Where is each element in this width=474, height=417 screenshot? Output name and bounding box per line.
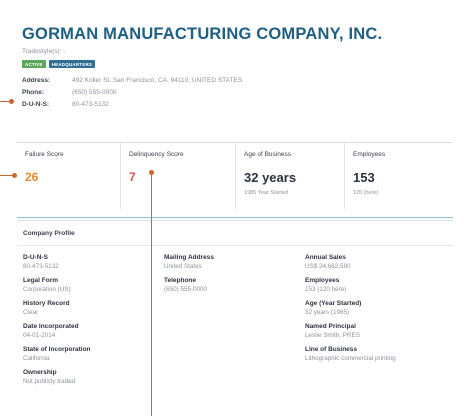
metric-delinquency-score: Delinquency Score 7 xyxy=(121,143,236,209)
phone-label: Phone: xyxy=(22,89,45,96)
delinquency-score-value: 7 xyxy=(129,170,136,184)
profile-field-line-of-business: Line of Business Lithographic commercial… xyxy=(305,345,396,363)
field-value: US$ 24,662,580 xyxy=(305,263,351,270)
tradestyles: Tradestyle(s): - xyxy=(22,48,66,55)
age-of-business-value: 32 years xyxy=(244,170,297,185)
field-value: 32 years (1985) xyxy=(305,309,350,316)
company-profile-title: Company Profile xyxy=(23,230,75,237)
callout-line-duns xyxy=(0,101,11,102)
profile-field-mailing-address: Mailing Address United States xyxy=(164,253,214,271)
metric-label: Employees xyxy=(353,151,386,158)
company-profile-panel: Company Profile D-U-N-S 80-473-5132 Lega… xyxy=(17,220,453,417)
address-value: 492 Koller St, San Francisco, CA, 94110,… xyxy=(72,77,243,84)
field-value: (650) 555-0000 xyxy=(164,286,208,293)
profile-column-1: D-U-N-S 80-473-5132 Legal Form Corporati… xyxy=(23,253,91,391)
year-started: 1985 Year Started xyxy=(244,190,289,196)
field-label: Employees xyxy=(305,277,340,284)
profile-field-history-record: History Record Clear xyxy=(23,299,91,317)
field-label: Line of Business xyxy=(305,346,358,353)
field-value: Leslie Smith, PRES xyxy=(305,332,360,339)
headquarters-badge: HEADQUARTERS xyxy=(48,60,96,68)
field-value: Lithographic commercial printing xyxy=(305,355,396,362)
status-badges: ACTIVE HEADQUARTERS xyxy=(22,60,96,68)
metric-failure-score: Failure Score 26 xyxy=(17,143,121,209)
profile-field-date-incorporated: Date Incorporated 04-01-2014 xyxy=(23,322,91,340)
metric-label: Delinquency Score xyxy=(129,151,184,158)
field-value: California xyxy=(23,355,50,362)
profile-field-annual-sales: Annual Sales US$ 24,662,580 xyxy=(305,253,396,271)
field-value: 153 (120 here) xyxy=(305,286,347,293)
field-label: History Record xyxy=(23,300,70,307)
field-label: Telephone xyxy=(164,277,197,284)
callout-line-delinquency xyxy=(151,172,152,416)
callout-line-failure xyxy=(0,175,14,176)
field-value: Not publicly traded xyxy=(23,378,76,385)
field-label: D-U-N-S xyxy=(23,254,48,261)
profile-field-age: Age (Year Started) 32 years (1985) xyxy=(305,299,396,317)
field-label: State of Incorporation xyxy=(23,346,91,353)
field-value: Corporation (US) xyxy=(23,286,71,293)
field-value: 80-473-5132 xyxy=(23,263,59,270)
metric-age-of-business: Age of Business 32 years 1985 Year Start… xyxy=(236,143,345,209)
field-value: Clear xyxy=(23,309,39,316)
address-row: Address: 492 Koller St, San Francisco, C… xyxy=(22,77,242,84)
profile-field-ownership: Ownership Not publicly traded xyxy=(23,368,91,386)
field-label: Date Incorporated xyxy=(23,323,79,330)
callout-dot-failure xyxy=(12,173,17,178)
employees-here: 120 (here) xyxy=(353,190,379,196)
duns-label: D-U-N-S: xyxy=(22,101,50,108)
field-label: Named Principal xyxy=(305,323,356,330)
duns-row: D-U-N-S: 80-473-5132 xyxy=(22,101,109,108)
company-name: GORMAN MANUFACTURING COMPANY, INC. xyxy=(22,25,383,43)
address-label: Address: xyxy=(22,77,51,84)
field-label: Age (Year Started) xyxy=(305,300,362,307)
field-label: Ownership xyxy=(23,369,57,376)
duns-value: 80-473-5132 xyxy=(72,101,109,108)
profile-field-state-of-incorporation: State of Incorporation California xyxy=(23,345,91,363)
employees-value: 153 xyxy=(353,170,375,185)
field-value: 04-01-2014 xyxy=(23,332,56,339)
phone-row: Phone: (650) 555-0000 xyxy=(22,89,116,96)
metric-employees: Employees 153 120 (here) xyxy=(345,143,453,209)
field-label: Legal Form xyxy=(23,277,59,284)
field-label: Mailing Address xyxy=(164,254,214,261)
profile-field-legal-form: Legal Form Corporation (US) xyxy=(23,276,91,294)
failure-score-value: 26 xyxy=(25,170,39,184)
phone-value: (650) 555-0000 xyxy=(72,89,117,96)
callout-dot-duns xyxy=(9,99,14,104)
profile-field-named-principal: Named Principal Leslie Smith, PRES xyxy=(305,322,396,340)
callout-dot-delinquency xyxy=(149,170,154,175)
profile-field-telephone: Telephone (650) 555-0000 xyxy=(164,276,214,294)
divider xyxy=(17,245,453,246)
metric-label: Failure Score xyxy=(25,151,64,158)
profile-field-duns: D-U-N-S 80-473-5132 xyxy=(23,253,91,271)
score-summary-card: Failure Score 26 Delinquency Score 7 Age… xyxy=(17,142,453,218)
metric-label: Age of Business xyxy=(244,151,291,158)
profile-column-3: Annual Sales US$ 24,662,580 Employees 15… xyxy=(305,253,396,368)
active-badge: ACTIVE xyxy=(22,60,46,68)
profile-column-2: Mailing Address United States Telephone … xyxy=(164,253,214,299)
field-value: United States xyxy=(164,263,202,270)
field-label: Annual Sales xyxy=(305,254,346,261)
profile-field-employees: Employees 153 (120 here) xyxy=(305,276,396,294)
